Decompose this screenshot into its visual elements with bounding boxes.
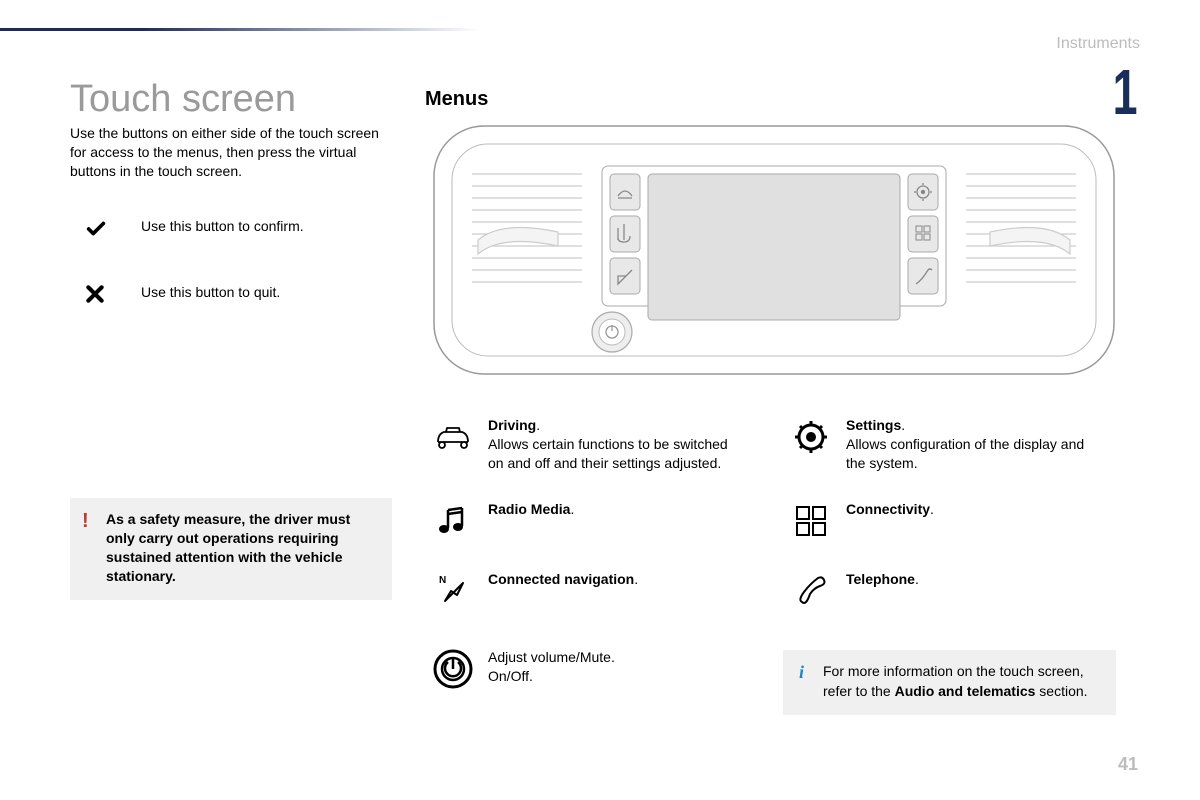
- quit-row: Use this button to quit.: [85, 284, 280, 310]
- menu-settings-desc: Allows configuration of the display and …: [846, 436, 1084, 471]
- quit-text: Use this button to quit.: [141, 284, 280, 300]
- menu-radio-title: Radio Media: [488, 501, 570, 517]
- menu-connectivity: Connectivity.: [790, 500, 1090, 542]
- header-accent-line: [0, 28, 480, 31]
- car-icon: [432, 416, 474, 458]
- close-icon: [85, 284, 109, 310]
- section-label: Instruments: [1056, 35, 1140, 53]
- menu-driving-desc: Allows certain functions to be switched …: [488, 436, 728, 471]
- music-icon: [432, 500, 474, 542]
- menu-settings: Settings.Allows configuration of the dis…: [790, 416, 1090, 473]
- info-note: i For more information on the touch scre…: [783, 650, 1116, 715]
- menu-nav: N Connected navigation.: [432, 570, 732, 612]
- menu-power: Adjust volume/Mute. On/Off.: [432, 648, 732, 690]
- intro-text: Use the buttons on either side of the to…: [70, 124, 390, 181]
- gear-icon: [790, 416, 832, 458]
- info-bold: Audio and telematics: [895, 683, 1036, 699]
- menu-power-desc: Adjust volume/Mute. On/Off.: [488, 649, 615, 684]
- menu-settings-title: Settings: [846, 417, 901, 433]
- menus-heading: Menus: [425, 88, 488, 111]
- info-icon: i: [799, 660, 804, 685]
- confirm-text: Use this button to confirm.: [141, 218, 304, 234]
- svg-text:N: N: [439, 575, 446, 586]
- chapter-number: 1: [1113, 55, 1138, 129]
- menu-telephone: Telephone.: [790, 570, 1090, 612]
- menu-connectivity-title: Connectivity: [846, 501, 930, 517]
- confirm-row: Use this button to confirm.: [85, 218, 304, 246]
- warning-text: As a safety measure, the driver must onl…: [106, 511, 350, 584]
- safety-warning: ! As a safety measure, the driver must o…: [70, 498, 392, 600]
- navigation-icon: N: [432, 570, 474, 612]
- console-right-buttons: [908, 174, 938, 294]
- touchscreen-illustration: [432, 120, 1116, 380]
- warning-icon: !: [82, 508, 89, 535]
- check-icon: [85, 218, 109, 246]
- page-number: 41: [1118, 754, 1138, 775]
- info-suffix: section.: [1035, 683, 1087, 699]
- console-left-buttons: [610, 174, 640, 294]
- menu-radio: Radio Media.: [432, 500, 732, 542]
- page-title: Touch screen: [70, 78, 296, 121]
- menu-nav-title: Connected navigation: [488, 571, 634, 587]
- menu-telephone-title: Telephone: [846, 571, 915, 587]
- power-icon: [432, 648, 474, 690]
- phone-icon: [790, 570, 832, 612]
- apps-icon: [790, 500, 832, 542]
- menu-driving: Driving.Allows certain functions to be s…: [432, 416, 732, 473]
- menu-driving-title: Driving: [488, 417, 536, 433]
